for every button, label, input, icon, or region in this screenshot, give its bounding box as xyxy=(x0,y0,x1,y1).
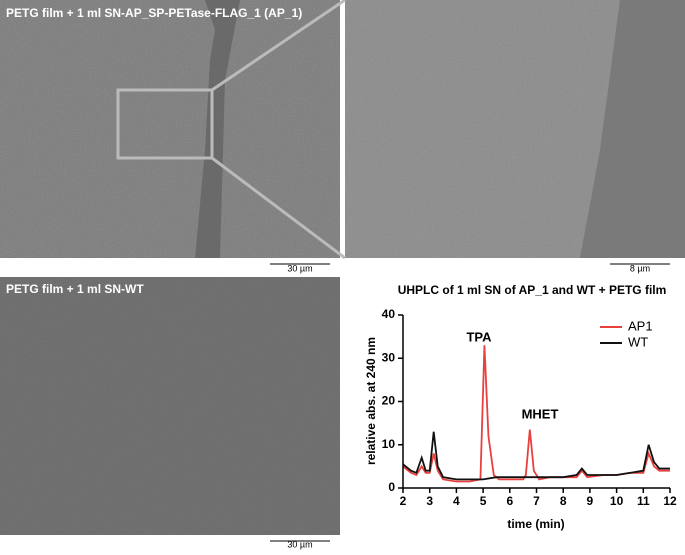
x-tick-label: 11 xyxy=(637,494,650,508)
x-tick-label: 4 xyxy=(453,494,460,508)
x-tick-label: 5 xyxy=(480,494,487,508)
annotation: MHET xyxy=(522,406,559,421)
x-tick-label: 8 xyxy=(560,494,567,508)
legend-label: AP1 xyxy=(628,318,653,333)
panel-label: PETG film + 1 ml SN-AP_SP-PETase-FLAG_1 … xyxy=(6,6,302,20)
annotation: TPA xyxy=(466,329,492,344)
sem-texture xyxy=(0,277,340,535)
zoom-line xyxy=(211,0,346,92)
chart-title: UHPLC of 1 ml SN of AP_1 and WT + PETG f… xyxy=(398,283,667,297)
y-tick-label: 10 xyxy=(382,437,396,451)
x-tick-label: 12 xyxy=(663,494,677,508)
panel-label: PETG film + 1 ml SN-WT xyxy=(6,282,144,296)
y-tick-label: 20 xyxy=(382,394,396,408)
y-tick-label: 40 xyxy=(382,307,396,321)
x-tick-label: 3 xyxy=(426,494,433,508)
scale-label: 30 µm xyxy=(287,539,312,549)
sem-crease xyxy=(195,0,240,258)
x-tick-label: 7 xyxy=(533,494,540,508)
y-axis-label: relative abs. at 240 nm xyxy=(364,337,378,465)
x-tick-label: 9 xyxy=(587,494,594,508)
legend-label: WT xyxy=(628,334,648,349)
data-line xyxy=(402,431,670,481)
zoom-line xyxy=(211,156,346,260)
sem-crease xyxy=(580,0,685,258)
x-tick-label: 6 xyxy=(506,494,513,508)
scale-label: 8 µm xyxy=(630,263,650,273)
zoom-box xyxy=(116,88,214,160)
x-axis-label: time (min) xyxy=(507,517,564,531)
y-tick-label: 0 xyxy=(388,480,395,494)
x-tick-label: 10 xyxy=(610,494,624,508)
x-tick-label: 2 xyxy=(400,494,407,508)
y-tick-label: 30 xyxy=(382,350,396,364)
scale-label: 30 µm xyxy=(287,263,312,273)
